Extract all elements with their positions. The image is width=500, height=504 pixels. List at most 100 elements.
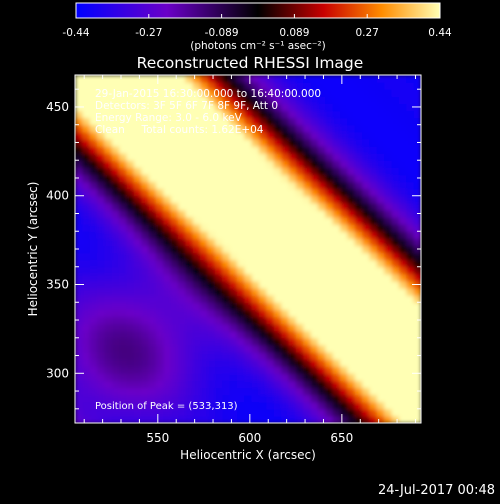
heatmap-cell [200,266,209,275]
heatmap-cell [281,344,290,353]
heatmap-cell [295,387,304,396]
heatmap-cell [398,231,407,239]
heatmap-cell [104,82,113,90]
heatmap-cell [347,351,356,360]
heatmap-cell [384,89,393,97]
heatmap-cell [251,266,260,275]
heatmap-cell [251,103,260,112]
heatmap-cell [259,117,267,126]
heatmap-cell [126,188,135,197]
heatmap-cell [119,351,128,360]
heatmap-cell [281,202,290,211]
heatmap-cell [200,188,209,197]
heatmap-cell [119,323,128,332]
heatmap-cell [97,401,106,410]
heatmap-cell [155,316,164,325]
heatmap-cell [369,89,378,97]
heatmap-cell [369,188,378,197]
heatmap-cell [244,82,253,90]
heatmap-cell [317,316,326,325]
heatmap-cell [97,138,106,147]
heatmap-cell [288,181,297,190]
heatmap-cell [119,408,128,417]
heatmap-cell [97,231,106,239]
heatmap-cell [340,302,348,310]
heatmap-cell [148,273,157,282]
heatmap-cell [303,217,312,225]
heatmap-cell [126,181,135,190]
heatmap-cell [340,124,348,133]
heatmap-cell [148,146,157,154]
heatmap-cell [310,195,319,204]
heatmap-cell [325,131,334,140]
heatmap-cell [119,316,128,325]
heatmap-cell [281,373,290,381]
heatmap-cell [303,366,312,374]
heatmap-cell [192,202,201,211]
heatmap-cell [229,153,238,161]
heatmap-cell [413,117,421,126]
heatmap-cell [391,146,400,154]
heatmap-cell [413,408,421,417]
heatmap-cell [229,195,238,204]
heatmap-cell [413,288,421,296]
heatmap-cell [148,380,157,389]
heatmap-cell [369,110,378,119]
heatmap-cell [200,387,209,396]
heatmap-cell [259,302,267,310]
heatmap-cell [413,217,421,225]
heatmap-cell [148,89,157,97]
heatmap-cell [369,124,378,133]
heatmap-cell [214,273,223,282]
heatmap-cell [163,146,172,154]
heatmap-cell [104,160,113,168]
heatmap-cell [369,103,378,112]
heatmap-cell [303,323,312,332]
heatmap-cell [126,153,135,161]
heatmap-cell [222,195,231,204]
heatmap-cell [391,224,400,232]
heatmap-cell [332,309,341,318]
heatmap-cell [398,387,407,396]
heatmap-cell [229,138,238,147]
heatmap-cell [75,295,83,303]
heatmap-cell [340,280,348,289]
heatmap-cell [200,288,209,296]
heatmap-cell [82,323,91,332]
heatmap-cell [354,415,363,423]
heatmap-cell [384,124,393,133]
heatmap-cell [273,330,282,339]
heatmap-cell [97,245,106,254]
heatmap-cell [406,252,415,261]
heatmap-cell [354,188,363,197]
heatmap-cell [229,280,238,289]
heatmap-cell [384,160,393,168]
heatmap-cell [384,82,393,90]
heatmap-cell [273,224,282,232]
heatmap-cell [347,238,356,247]
heatmap-cell [111,238,120,247]
heatmap-cell [222,309,231,318]
heatmap-cell [376,408,385,417]
heatmap-cell [369,380,378,389]
heatmap-cell [185,295,194,303]
heatmap-cell [259,224,267,232]
heatmap-cell [178,373,187,381]
heatmap-cell [325,245,334,254]
heatmap-cell [207,344,216,353]
heatmap-cell [317,351,326,360]
heatmap-cell [376,153,385,161]
heatmap-cell [288,138,297,147]
heatmap-cell [207,131,216,140]
annotation-line: Detectors: 3F 5F 6F 7F 8F 9F, Att 0 [95,100,278,112]
heatmap-cell [303,103,312,112]
heatmap-cell [178,330,187,339]
heatmap-cell [391,302,400,310]
heatmap-cell [170,266,179,275]
heatmap-cell [229,110,238,119]
heatmap-cell [303,295,312,303]
heatmap-cell [369,153,378,161]
heatmap-cell [192,89,201,97]
heatmap-cell [347,387,356,396]
heatmap-cell [207,387,216,396]
